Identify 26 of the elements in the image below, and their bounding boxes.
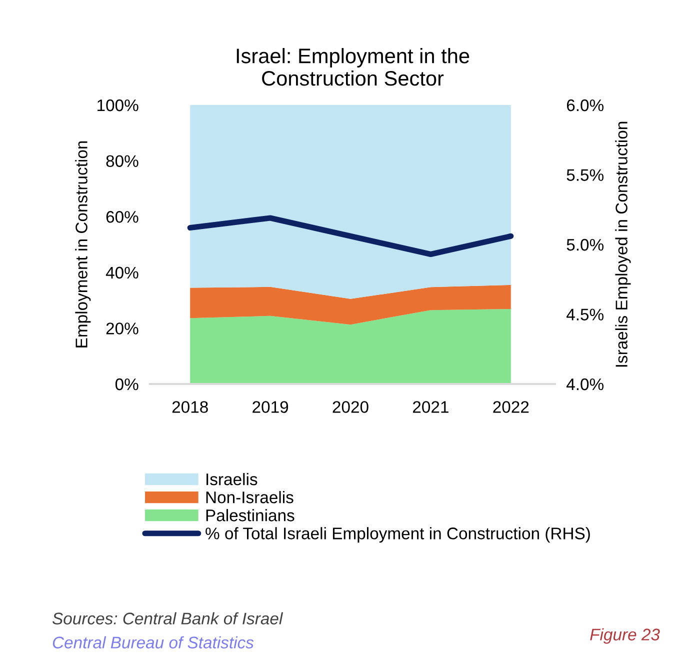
chart-title: Israel: Employment in the Construction Sector bbox=[236, 48, 470, 86]
source-note: Sources: Central Bank of Israel bbox=[52, 612, 284, 624]
legend-label: % of Total Israeli Employment in Construction (RHS) bbox=[206, 527, 590, 543]
x-tick-label: 2018 bbox=[172, 401, 208, 413]
y-tick-label: 0% bbox=[115, 378, 138, 390]
y2-tick-label: 5.0% bbox=[566, 238, 604, 251]
caption: Figure 23 bbox=[590, 628, 660, 644]
y2-tick-label: 5.5% bbox=[566, 169, 604, 181]
x-tick-label: 2020 bbox=[332, 401, 368, 413]
y2-axis-title: Israelis Employed in Construction bbox=[615, 122, 631, 367]
x-tick-label: 2019 bbox=[252, 401, 288, 413]
text: Central Bureau of Statistics bbox=[52, 636, 254, 648]
x-tick-label: 2021 bbox=[412, 401, 448, 413]
y2-tick-label: 6.0% bbox=[566, 99, 604, 112]
y2-tick-label: 4.0% bbox=[566, 378, 604, 390]
legend-label: Israelis bbox=[206, 473, 258, 486]
legend-label: Non-Israelis bbox=[206, 491, 294, 504]
y-tick-label: 40% bbox=[106, 266, 138, 279]
y-tick-label: 80% bbox=[106, 155, 138, 168]
x-tick-label: 2022 bbox=[493, 401, 529, 413]
y-tick-label: 20% bbox=[106, 322, 138, 334]
y-tick-label: 60% bbox=[106, 211, 138, 223]
legend-label: Palestinians bbox=[206, 509, 294, 522]
y-axis-title: Employment in Construction bbox=[75, 141, 91, 348]
y2-tick-label: 4.5% bbox=[566, 308, 604, 320]
y-tick-label: 100% bbox=[98, 99, 138, 112]
